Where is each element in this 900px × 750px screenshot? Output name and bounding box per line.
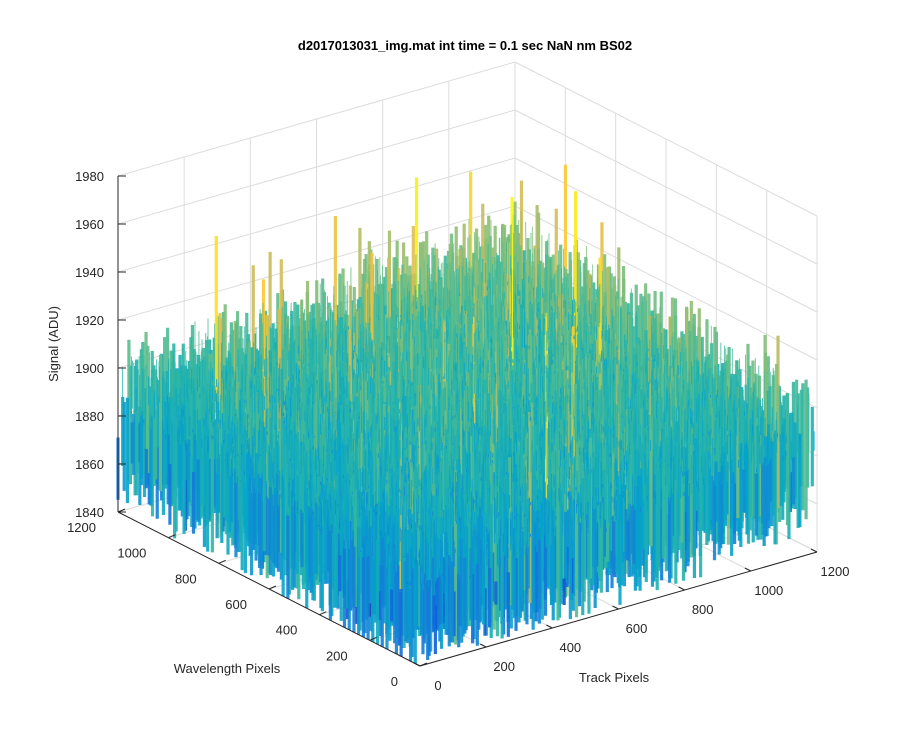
surface-plot (116, 164, 815, 664)
